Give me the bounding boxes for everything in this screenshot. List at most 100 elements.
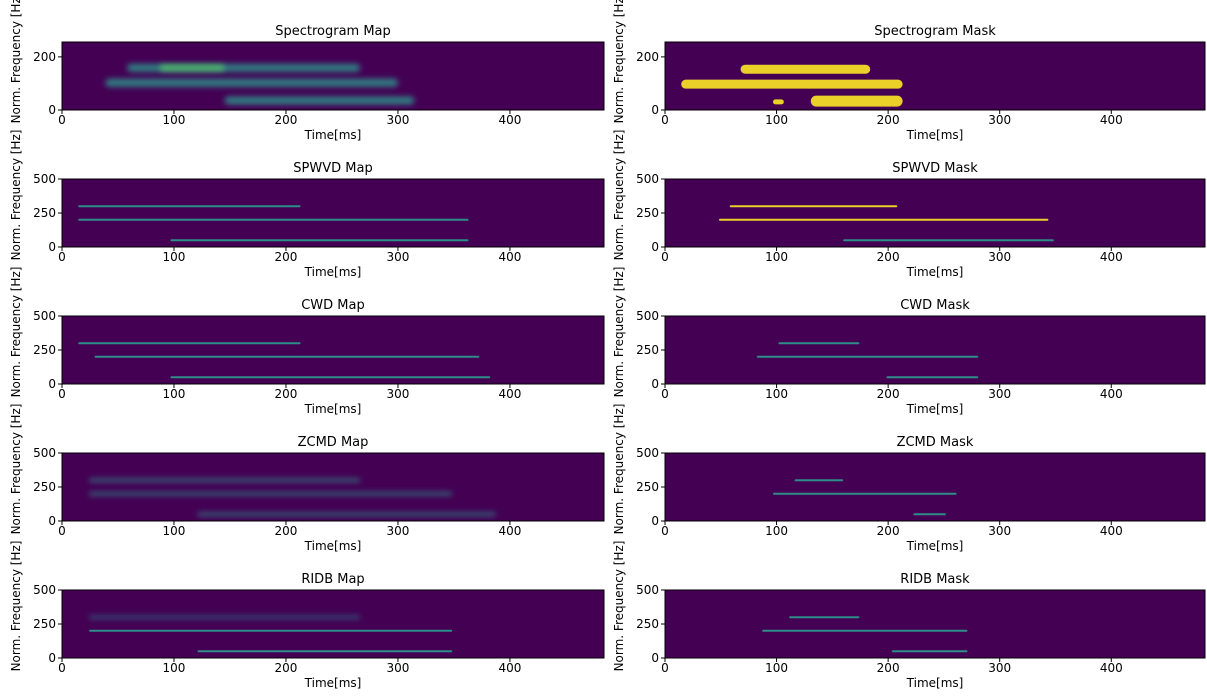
x-tick-label: 400 xyxy=(498,387,521,401)
y-axis-label: Norm. Frequency [Hz] xyxy=(9,267,23,398)
streak xyxy=(843,239,1054,242)
y-axis-label: Norm. Frequency [Hz] xyxy=(612,0,626,123)
x-tick-label: 0 xyxy=(58,661,66,675)
heatmap-image xyxy=(89,478,496,516)
heatmap-background xyxy=(665,42,1205,110)
x-tick-label: 200 xyxy=(275,524,298,538)
subplot-title: RIDB Map xyxy=(301,572,364,587)
x-axis-label: Time[ms] xyxy=(304,539,362,553)
x-tick-label: 100 xyxy=(163,387,186,401)
streak xyxy=(756,355,979,358)
streak xyxy=(886,376,979,379)
streak xyxy=(681,79,903,89)
x-tick-label: 300 xyxy=(386,387,409,401)
heatmap-background xyxy=(62,179,604,247)
x-tick-label: 0 xyxy=(661,250,669,264)
streak xyxy=(762,629,968,632)
heatmap-background xyxy=(62,316,604,384)
x-tick-label: 400 xyxy=(498,113,521,127)
x-tick-label: 300 xyxy=(386,524,409,538)
y-tick-label: 250 xyxy=(636,480,659,494)
x-tick-label: 200 xyxy=(275,387,298,401)
y-axis-label: Norm. Frequency [Hz] xyxy=(612,541,626,672)
y-tick-label: 0 xyxy=(48,651,56,665)
x-tick-label: 400 xyxy=(498,250,521,264)
streak xyxy=(89,492,453,496)
y-tick-label: 250 xyxy=(636,206,659,220)
subplot: RIDB Mask Time[ms] Norm. Frequency [Hz] 0 10… xyxy=(612,541,1206,690)
x-tick-label: 300 xyxy=(988,661,1011,675)
streak xyxy=(170,239,469,242)
y-axis-label: Norm. Frequency [Hz] xyxy=(612,267,626,398)
y-tick-label: 500 xyxy=(33,172,56,186)
y-axis-label: Norm. Frequency [Hz] xyxy=(9,0,23,123)
x-axis-label: Time[ms] xyxy=(304,265,362,279)
x-axis-label: Time[ms] xyxy=(304,402,362,416)
streak xyxy=(719,218,1049,221)
y-tick-label: 0 xyxy=(651,651,659,665)
y-axis-label: Norm. Frequency [Hz] xyxy=(612,130,626,261)
heatmap-image xyxy=(762,616,968,653)
streak xyxy=(94,355,480,358)
subplot-title: RIDB Mask xyxy=(900,572,970,587)
x-tick-label: 0 xyxy=(58,387,66,401)
x-tick-label: 300 xyxy=(988,387,1011,401)
y-tick-label: 250 xyxy=(33,206,56,220)
streak xyxy=(810,95,903,107)
subplot-title: Spectrogram Mask xyxy=(874,24,996,39)
y-tick-label: 200 xyxy=(33,50,56,64)
x-tick-label: 100 xyxy=(163,113,186,127)
x-axis-label: Time[ms] xyxy=(906,265,964,279)
y-tick-label: 250 xyxy=(636,343,659,357)
y-tick-label: 500 xyxy=(33,583,56,597)
streak xyxy=(197,512,496,516)
streak xyxy=(740,64,871,74)
heatmap-background xyxy=(665,179,1205,247)
subplot: Spectrogram Map Time[ms] Norm. Frequency [… xyxy=(9,0,605,142)
x-axis-label: Time[ms] xyxy=(906,676,964,690)
streak xyxy=(78,218,469,221)
subplot: ZCMD Mask Time[ms] Norm. Frequency [Hz] 0 10… xyxy=(612,404,1206,553)
x-tick-label: 200 xyxy=(877,387,900,401)
subplot: ZCMD Map Time[ms] Norm. Frequency [Hz] 0 100… xyxy=(9,404,605,553)
streak xyxy=(891,650,968,653)
y-axis-label: Norm. Frequency [Hz] xyxy=(9,130,23,261)
x-tick-label: 200 xyxy=(877,250,900,264)
streak xyxy=(89,629,453,632)
y-tick-label: 200 xyxy=(636,50,659,64)
subplot-title: SPWVD Mask xyxy=(892,161,978,176)
y-tick-label: 250 xyxy=(33,480,56,494)
streak xyxy=(913,513,946,516)
subplot: Spectrogram Mask Time[ms] Norm. Frequency … xyxy=(612,0,1206,142)
axes-frame xyxy=(664,41,1206,111)
y-tick-label: 250 xyxy=(636,617,659,631)
x-axis-label: Time[ms] xyxy=(906,402,964,416)
y-axis-label: Norm. Frequency [Hz] xyxy=(9,404,23,535)
y-tick-label: 250 xyxy=(33,617,56,631)
y-tick-label: 0 xyxy=(48,514,56,528)
streak xyxy=(773,492,957,495)
heatmap-image xyxy=(78,205,469,242)
x-tick-label: 200 xyxy=(275,661,298,675)
x-tick-label: 400 xyxy=(1100,113,1123,127)
x-tick-label: 400 xyxy=(498,524,521,538)
x-axis-label: Time[ms] xyxy=(906,128,964,142)
heatmap-image xyxy=(89,615,453,653)
y-tick-label: 250 xyxy=(33,343,56,357)
y-tick-label: 0 xyxy=(48,377,56,391)
y-tick-label: 0 xyxy=(48,103,56,117)
heatmap-background xyxy=(62,590,604,658)
x-tick-label: 200 xyxy=(877,661,900,675)
y-tick-label: 0 xyxy=(651,103,659,117)
y-tick-label: 500 xyxy=(33,309,56,323)
x-tick-label: 0 xyxy=(661,387,669,401)
x-tick-label: 100 xyxy=(163,250,186,264)
x-tick-label: 200 xyxy=(877,113,900,127)
y-tick-label: 0 xyxy=(651,240,659,254)
x-tick-label: 300 xyxy=(386,250,409,264)
x-tick-label: 0 xyxy=(661,524,669,538)
streak xyxy=(78,205,301,208)
x-tick-label: 0 xyxy=(58,250,66,264)
y-tick-label: 500 xyxy=(636,309,659,323)
x-tick-label: 400 xyxy=(1100,250,1123,264)
